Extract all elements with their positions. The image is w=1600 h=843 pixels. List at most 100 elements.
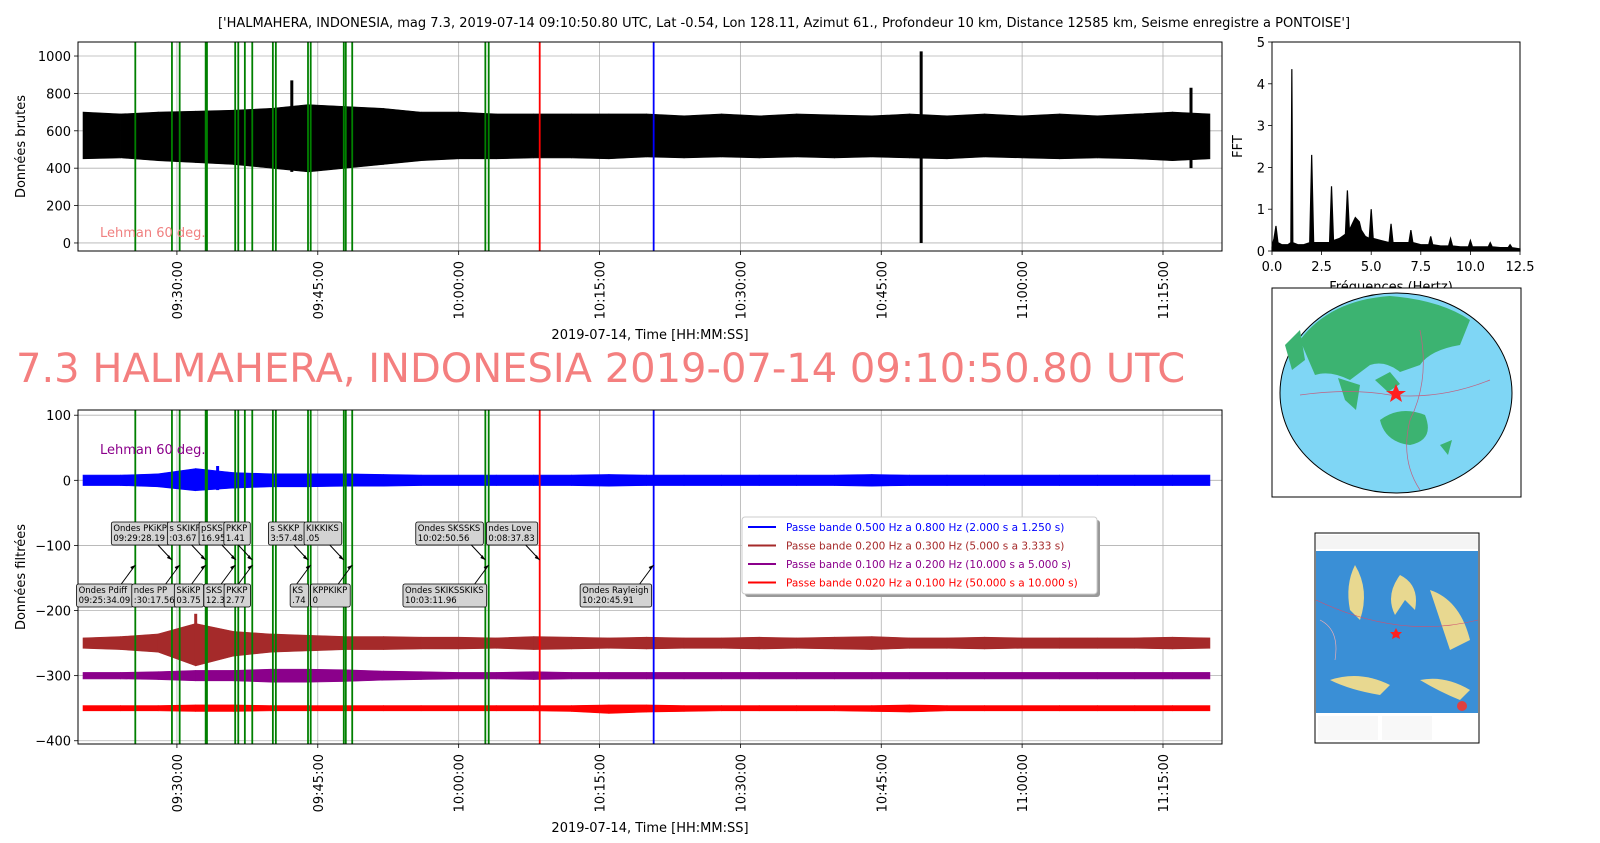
trace-band [458, 705, 497, 712]
phase-label-time: 10:02:50.56 [418, 534, 470, 544]
trace-band [758, 636, 798, 650]
trace-band [157, 704, 197, 712]
x-axis-label: 2019-07-14, Time [HH:MM:SS] [551, 821, 748, 836]
trace-band [608, 474, 647, 487]
x-tick-label: 10:45:00 [875, 754, 890, 812]
phase-label-time: 09:29:28.19 [113, 534, 165, 544]
x-axis-label: 2019-07-14, Time [HH:MM:SS] [551, 328, 748, 343]
phase-label-name: Ondes SKIKSSKIKS [405, 586, 484, 596]
trace-band [796, 636, 835, 650]
phase-label-name: ndes PP [134, 586, 167, 596]
trace-band [646, 474, 685, 486]
trace-band [458, 672, 497, 680]
trace-band [608, 704, 647, 714]
trace-band [646, 113, 685, 159]
legend-label: Passe bande 0.200 Hz a 0.300 Hz (5.000 s… [786, 541, 1064, 553]
trace-band [82, 474, 121, 486]
x-tick-label: 10:30:00 [734, 754, 749, 812]
trace-band [495, 705, 535, 712]
y-tick-label: 5 [1257, 36, 1265, 51]
trace-band [871, 474, 910, 487]
trace-band [909, 474, 948, 486]
x-tick-label: 09:45:00 [312, 754, 327, 812]
trace-band [383, 108, 422, 165]
trace-band [82, 672, 121, 680]
trace-band [909, 113, 948, 160]
phase-label-name: SKiKP [176, 586, 200, 596]
trace-band [758, 113, 798, 159]
y-tick-label: 600 [46, 125, 71, 140]
trace-band [871, 704, 910, 713]
phase-label-time: 0 [313, 596, 318, 606]
trace-band [195, 670, 234, 682]
trace-band [571, 636, 610, 650]
x-tick-label: 12.5 [1506, 260, 1535, 275]
phase-label-time: 16.95 [201, 534, 225, 544]
plot-area [1272, 42, 1520, 251]
trace-band [758, 474, 798, 486]
plot-frame [77, 41, 1223, 252]
phase-label-box [223, 521, 251, 546]
phase-label: KS.74 [289, 583, 310, 608]
trace-band [1134, 672, 1173, 680]
y-tick-label: 4 [1257, 78, 1265, 93]
phase-label-box [415, 521, 484, 546]
phase-label-box [310, 583, 351, 608]
trace-band [420, 111, 459, 162]
trace-band [646, 704, 685, 713]
trace-band [1059, 474, 1098, 486]
trace-band [909, 637, 948, 649]
phase-label-time: 10:03:11.96 [405, 596, 457, 606]
y-axis-label: Données brutes [14, 95, 29, 198]
phase-arrowhead [130, 565, 136, 570]
phase-label-box [223, 583, 251, 608]
phase-label-name: Ondes Pdiff [79, 586, 129, 596]
phase-arrowhead [347, 565, 353, 570]
y-tick-label: −300 [35, 670, 71, 685]
phase-label-time: :03.67 [169, 534, 196, 544]
trace-band [1096, 637, 1136, 649]
trace-band [1096, 474, 1136, 486]
trace-band [571, 113, 610, 160]
trace-band [834, 114, 873, 159]
trace-band [758, 705, 798, 712]
trace-band [984, 705, 1023, 712]
trace-band [1096, 113, 1136, 160]
trace-band [721, 113, 760, 159]
trace-band [1172, 636, 1211, 650]
phase-label-time: .05 [306, 534, 320, 544]
trace-band [1096, 705, 1136, 712]
trace-band [683, 113, 722, 159]
trace-band [1134, 474, 1173, 486]
trace-band [946, 113, 985, 160]
regional-map [1314, 532, 1480, 744]
phase-arrowhead [247, 555, 253, 560]
trace-band [984, 672, 1023, 680]
y-tick-label: 2 [1257, 161, 1265, 176]
trace-band [458, 111, 497, 160]
trace-band [646, 636, 685, 650]
trace-band [683, 672, 722, 680]
trace-band [871, 113, 910, 159]
trace-band [120, 111, 159, 162]
phase-arrowhead [166, 555, 172, 560]
phase-arrowhead [338, 555, 344, 560]
trace-band [195, 468, 234, 492]
trace-band [721, 474, 760, 486]
phase-arrowhead [305, 565, 311, 570]
x-tick-label: 7.5 [1410, 260, 1431, 275]
phase-label-box [289, 583, 310, 608]
legend-box [741, 516, 1098, 595]
phase-arrowhead [480, 555, 486, 560]
phase-label-name: KS [292, 586, 303, 596]
phase-label-name: KPPKIKP [313, 586, 348, 596]
phase-label-time: :30:17.56 [134, 596, 175, 606]
x-tick-label: 11:15:00 [1157, 754, 1172, 812]
